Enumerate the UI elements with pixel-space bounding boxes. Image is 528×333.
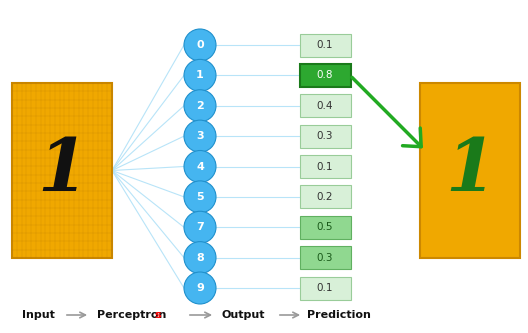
- Circle shape: [184, 242, 216, 274]
- Circle shape: [184, 29, 216, 61]
- Text: 0.1: 0.1: [317, 283, 333, 293]
- Circle shape: [184, 90, 216, 122]
- FancyBboxPatch shape: [299, 125, 351, 148]
- Text: 9: 9: [196, 283, 204, 293]
- Text: 7: 7: [196, 222, 204, 232]
- Text: Perceptron: Perceptron: [97, 310, 166, 320]
- Text: 0.4: 0.4: [317, 101, 333, 111]
- FancyBboxPatch shape: [420, 83, 520, 258]
- FancyBboxPatch shape: [299, 216, 351, 239]
- Text: 0.2: 0.2: [317, 192, 333, 202]
- Text: 1: 1: [37, 135, 87, 206]
- Circle shape: [184, 151, 216, 182]
- FancyBboxPatch shape: [299, 94, 351, 117]
- FancyBboxPatch shape: [299, 34, 351, 57]
- FancyBboxPatch shape: [299, 246, 351, 269]
- Text: Perceptrons: Perceptrons: [0, 332, 1, 333]
- FancyArrowPatch shape: [352, 77, 421, 147]
- Text: 0: 0: [196, 40, 204, 50]
- Text: 0.1: 0.1: [317, 40, 333, 50]
- FancyBboxPatch shape: [299, 64, 351, 87]
- Circle shape: [184, 272, 216, 304]
- Text: 0.8: 0.8: [317, 70, 333, 80]
- FancyBboxPatch shape: [12, 83, 112, 258]
- Text: 0.5: 0.5: [317, 222, 333, 232]
- Circle shape: [184, 181, 216, 213]
- Circle shape: [184, 120, 216, 152]
- Text: 8: 8: [196, 253, 204, 263]
- Text: 0.3: 0.3: [317, 253, 333, 263]
- Text: 0.1: 0.1: [317, 162, 333, 171]
- Text: 3: 3: [196, 131, 204, 141]
- Text: 1: 1: [196, 70, 204, 80]
- Circle shape: [184, 211, 216, 243]
- FancyBboxPatch shape: [299, 155, 351, 178]
- Text: Input: Input: [22, 310, 55, 320]
- Text: 4: 4: [196, 162, 204, 171]
- Circle shape: [184, 59, 216, 91]
- Text: s: s: [154, 310, 161, 320]
- Text: Output: Output: [222, 310, 266, 320]
- Text: 1: 1: [445, 135, 495, 206]
- FancyBboxPatch shape: [299, 276, 351, 299]
- Text: Prediction: Prediction: [307, 310, 371, 320]
- Text: 5: 5: [196, 192, 204, 202]
- Text: 0.3: 0.3: [317, 131, 333, 141]
- FancyBboxPatch shape: [299, 185, 351, 208]
- Text: 2: 2: [196, 101, 204, 111]
